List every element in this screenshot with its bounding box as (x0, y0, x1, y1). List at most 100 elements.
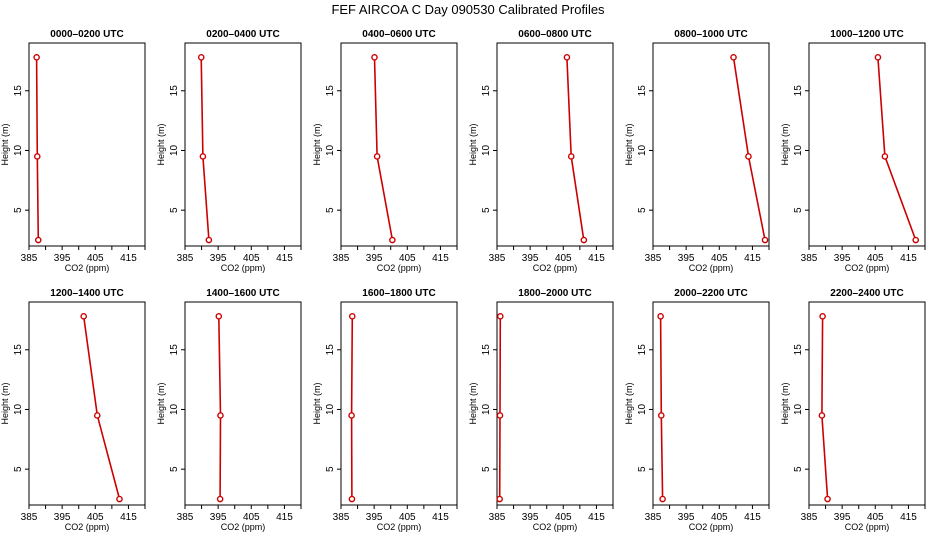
y-tick-label: 10 (637, 144, 648, 156)
data-point (563, 54, 571, 61)
x-tick-label: 415 (744, 512, 761, 523)
x-tick-label: 415 (120, 253, 137, 264)
x-tick-label: 395 (678, 512, 695, 523)
profile-line (218, 316, 222, 500)
plot-frame (808, 301, 926, 506)
x-tick-label: 395 (522, 512, 539, 523)
y-tick-label: 15 (325, 344, 336, 356)
x-axis-label: CO2 (ppm) (221, 263, 266, 273)
panel-title: 0800–1000 UTC (674, 29, 747, 40)
x-tick-label: 395 (366, 253, 383, 264)
y-axis-label: Height (m) (468, 382, 478, 424)
y-tick-label: 15 (13, 344, 24, 356)
profile-line (877, 57, 917, 241)
panel-title: 2200–2400 UTC (830, 288, 903, 299)
y-tick-label: 5 (325, 466, 336, 472)
y-tick-label: 10 (481, 144, 492, 156)
panel-4: 0600–0800 UTC 385 395 405 415 5 10 15 CO2 (ppm) H… (468, 29, 614, 273)
x-tick-label: 395 (210, 512, 227, 523)
data-point (496, 495, 503, 503)
panels: 0000–0200 UTC 385 395 405 415 5 10 15 CO2 (ppm) H… (0, 29, 926, 532)
data-point (34, 236, 42, 244)
profile-line (35, 57, 40, 241)
x-tick-label: 385 (333, 253, 350, 264)
x-tick-label: 405 (867, 253, 884, 264)
data-point (348, 313, 356, 320)
y-tick-label: 15 (481, 85, 492, 97)
panel-title: 0200–0400 UTC (206, 29, 279, 40)
y-tick-label: 10 (13, 144, 24, 156)
y-tick-label: 10 (793, 144, 804, 156)
x-tick-label: 405 (87, 253, 104, 264)
data-point (567, 153, 575, 160)
data-point (199, 153, 207, 160)
panel-title: 1000–1200 UTC (830, 29, 903, 40)
data-point (348, 495, 356, 503)
plot-frame (340, 42, 458, 247)
x-axis-label: CO2 (ppm) (533, 522, 578, 532)
x-tick-label: 385 (645, 253, 662, 264)
y-axis-label: Height (m) (156, 123, 166, 165)
y-tick-label: 10 (169, 144, 180, 156)
y-tick-label: 15 (793, 344, 804, 356)
panel-title: 0600–0800 UTC (518, 29, 591, 40)
x-tick-label: 405 (399, 512, 416, 523)
plot-frame (808, 42, 926, 247)
x-tick-label: 395 (54, 253, 71, 264)
plot-frame (28, 301, 146, 506)
panel-5: 0800–1000 UTC 385 395 405 415 5 10 15 CO2 (ppm) H… (624, 29, 770, 273)
y-tick-label: 10 (481, 403, 492, 415)
figure-title: FEF AIRCOA C Day 090530 Calibrated Profi… (331, 2, 605, 17)
y-axis-label: Height (m) (624, 382, 634, 424)
y-axis-label: Height (m) (312, 123, 322, 165)
y-tick-label: 15 (637, 344, 648, 356)
y-tick-label: 10 (13, 403, 24, 415)
data-point (371, 54, 378, 61)
x-tick-label: 385 (177, 253, 194, 264)
x-tick-label: 385 (489, 512, 506, 523)
y-axis-label: Height (m) (0, 123, 10, 165)
x-tick-label: 415 (900, 512, 917, 523)
x-tick-label: 415 (744, 253, 761, 264)
x-axis-label: CO2 (ppm) (65, 522, 110, 532)
y-tick-label: 5 (793, 466, 804, 472)
plot-frame (496, 42, 614, 247)
x-tick-label: 415 (276, 253, 293, 264)
y-axis-label: Height (m) (312, 382, 322, 424)
panel-7: 1200–1400 UTC 385 395 405 415 5 10 15 CO2 (ppm) H… (0, 288, 146, 532)
y-tick-label: 5 (481, 207, 492, 213)
x-tick-label: 405 (555, 253, 572, 264)
data-point (824, 495, 831, 503)
x-tick-label: 385 (21, 253, 38, 264)
data-point (881, 153, 889, 160)
panel-11: 2000–2200 UTC 385 395 405 415 5 10 15 CO2 (ppm) H… (624, 288, 770, 532)
data-point (216, 495, 224, 503)
profile-line (659, 316, 664, 500)
plot-frame (496, 301, 614, 506)
y-tick-label: 15 (481, 344, 492, 356)
x-tick-label: 395 (522, 253, 539, 264)
x-axis-label: CO2 (ppm) (377, 522, 422, 532)
x-tick-label: 415 (588, 512, 605, 523)
x-tick-label: 385 (645, 512, 662, 523)
x-tick-label: 385 (177, 512, 194, 523)
y-tick-label: 10 (637, 403, 648, 415)
y-tick-label: 10 (325, 403, 336, 415)
x-tick-label: 385 (801, 253, 818, 264)
x-tick-label: 405 (711, 253, 728, 264)
x-tick-label: 385 (21, 512, 38, 523)
panel-title: 1400–1600 UTC (206, 288, 279, 299)
x-tick-label: 395 (834, 253, 851, 264)
panel-9: 1600–1800 UTC 385 395 405 415 5 10 15 CO2 (ppm) H… (312, 288, 458, 532)
profile-line (498, 316, 502, 500)
x-tick-label: 405 (711, 512, 728, 523)
x-axis-label: CO2 (ppm) (845, 263, 890, 273)
panel-2: 0200–0400 UTC 385 395 405 415 5 10 15 CO2 (ppm) H… (156, 29, 302, 273)
x-tick-label: 405 (867, 512, 884, 523)
plot-frame (340, 301, 458, 506)
plot-frame (28, 42, 146, 247)
y-tick-label: 15 (793, 85, 804, 97)
profile-line (82, 316, 121, 500)
panel-3: 0400–0600 UTC 385 395 405 415 5 10 15 CO2 (ppm) H… (312, 29, 458, 273)
